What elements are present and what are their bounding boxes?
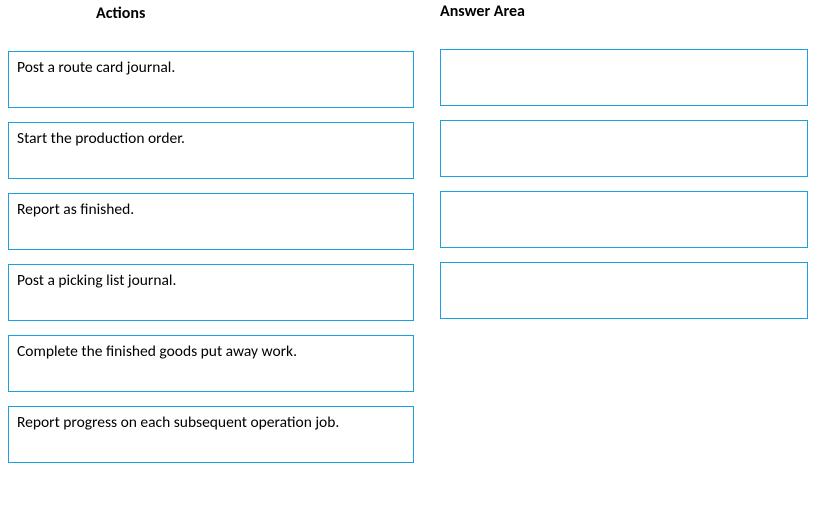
answer-column: Answer Area <box>440 4 808 477</box>
action-item[interactable]: Start the production order. <box>8 122 414 179</box>
answer-heading: Answer Area <box>440 2 808 21</box>
answer-slot[interactable] <box>440 191 808 248</box>
action-item[interactable]: Post a route card journal. <box>8 51 414 108</box>
actions-heading: Actions <box>8 4 414 23</box>
action-item[interactable]: Report progress on each subsequent opera… <box>8 406 414 463</box>
drag-drop-container: Actions Post a route card journal. Start… <box>0 0 819 477</box>
answer-slot[interactable] <box>440 49 808 106</box>
action-item[interactable]: Report as finished. <box>8 193 414 250</box>
action-item[interactable]: Complete the finished goods put away wor… <box>8 335 414 392</box>
actions-column: Actions Post a route card journal. Start… <box>8 4 414 477</box>
answer-slot[interactable] <box>440 120 808 177</box>
answer-slot[interactable] <box>440 262 808 319</box>
action-item[interactable]: Post a picking list journal. <box>8 264 414 321</box>
